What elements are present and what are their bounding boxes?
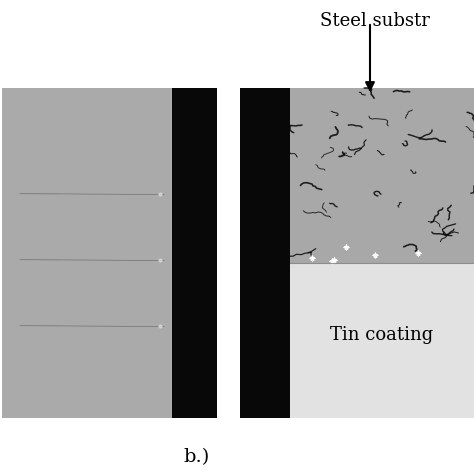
Bar [2, 88, 217, 418]
Bar [172, 88, 217, 418]
Bar [240, 88, 290, 418]
Text: b.): b.) [183, 448, 210, 466]
Bar [290, 88, 474, 263]
Text: Tin coating: Tin coating [330, 326, 433, 344]
Text: Steel substr: Steel substr [320, 12, 430, 30]
Bar [290, 263, 474, 418]
